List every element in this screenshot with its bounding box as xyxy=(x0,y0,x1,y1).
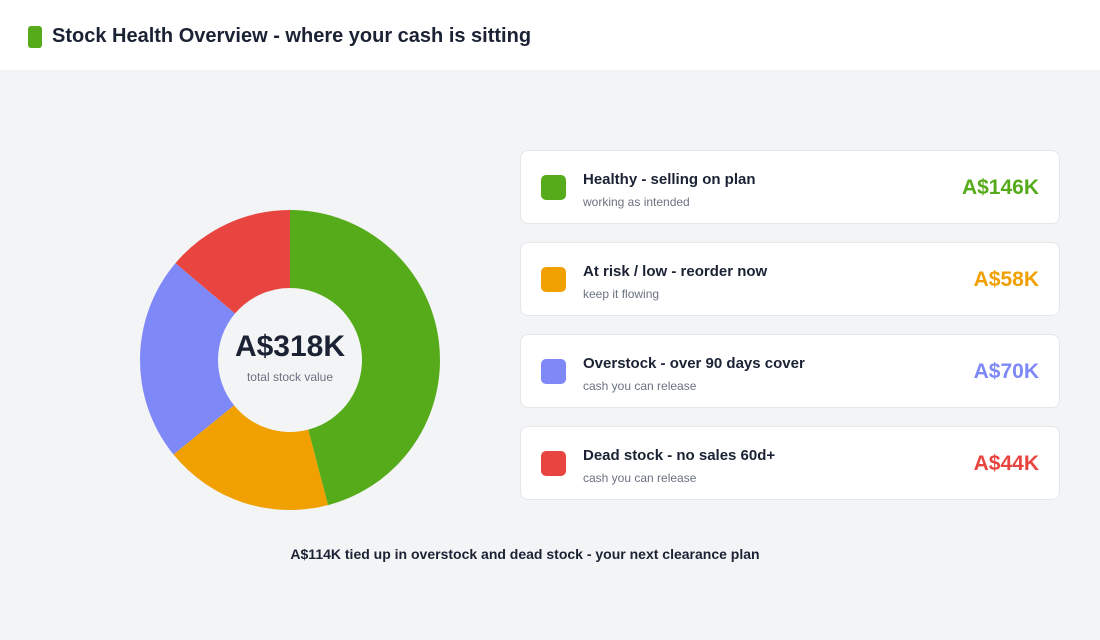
legend-description: working as intended xyxy=(583,195,690,209)
legend-description: cash you can release xyxy=(583,471,697,485)
legend-label: Overstock - over 90 days cover xyxy=(583,355,805,372)
header-icon xyxy=(28,26,42,48)
legend-card: Dead stock - no sales 60d+ cash you can r… xyxy=(520,426,1060,500)
center-value: A$318K xyxy=(235,330,345,363)
legend-description: keep it flowing xyxy=(583,287,660,301)
chart-title: Stock Health Overview - where your cash … xyxy=(52,25,532,47)
donut-segment xyxy=(173,405,329,510)
value-label: A$44K xyxy=(973,452,1039,475)
value-label: A$58K xyxy=(973,268,1039,291)
donut-segment xyxy=(140,263,235,455)
donut-segment xyxy=(290,210,441,506)
legend-swatch xyxy=(541,359,566,384)
legend-card: At risk / low - reorder now keep it flowi… xyxy=(520,242,1060,316)
legend-swatch xyxy=(541,267,566,292)
value-label: A$70K xyxy=(973,360,1039,383)
legend-swatch xyxy=(541,451,566,476)
legend-label: Dead stock - no sales 60d+ xyxy=(583,447,776,464)
donut-chart: A$318K total stock value xyxy=(140,210,441,510)
value-label: A$146K xyxy=(961,176,1039,199)
legend-label: Healthy - selling on plan xyxy=(583,171,756,188)
donut-segment xyxy=(175,210,290,314)
center-label: total stock value xyxy=(247,370,333,384)
legend-card: Overstock - over 90 days cover cash you c… xyxy=(520,334,1060,408)
legend-swatch xyxy=(541,175,566,200)
legend-label: At risk / low - reorder now xyxy=(583,263,768,280)
annotation: A$114K tied up in overstock and dead sto… xyxy=(290,546,760,562)
legend-card: Healthy - selling on plan working as inte… xyxy=(520,150,1060,224)
header: Stock Health Overview - where your cash … xyxy=(0,0,1100,70)
legend-description: cash you can release xyxy=(583,379,697,393)
